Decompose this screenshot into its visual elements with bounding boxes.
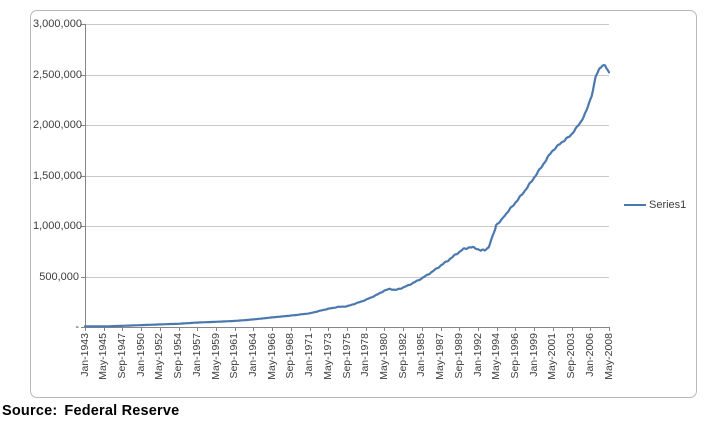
x-axis-tick-label: Sep-1961 [228,333,241,379]
x-axis-tick-label: Jan-1971 [303,333,316,377]
x-axis-tick [290,327,292,331]
x-axis-tick [571,327,573,331]
x-axis-tick-label: Jan-2006 [583,333,596,377]
x-axis-tick [197,327,199,331]
x-axis-tick-label: Jan-1943 [78,333,91,377]
x-axis-tick [272,327,274,331]
y-axis-tick [81,226,85,227]
y-axis-tick [81,327,85,328]
x-axis-tick-label: Sep-1975 [340,333,353,379]
x-axis-tick [216,327,217,331]
x-axis-tick-label: Sep-1982 [396,333,409,379]
x-axis-tick-label: May-1987 [434,333,447,380]
x-axis-tick [309,327,311,331]
y-axis-tick-label: 2,500,000 [33,68,82,81]
x-axis-tick-label: Sep-1968 [284,333,297,379]
y-gridline [85,74,609,76]
x-axis-tick [440,327,442,331]
x-axis-tick-label: May-1952 [153,333,166,380]
y-axis-tick-label: 500,000 [39,270,79,283]
y-axis-tick-label: 3,000,000 [33,18,82,30]
x-axis-tick-label: Sep-2003 [565,333,578,379]
legend-series-label: Series1 [649,199,687,211]
x-axis-tick-label: May-1994 [490,333,503,380]
y-axis-tick [81,74,85,76]
x-axis-tick [253,327,255,331]
x-axis-tick [178,327,180,331]
x-axis-tick [552,327,554,331]
y-gridline [85,24,609,25]
x-axis-tick-label: May-2001 [546,333,559,380]
series1-line[interactable] [83,63,611,328]
x-axis-tick-label: May-1973 [321,333,334,380]
legend-line-swatch [624,204,646,206]
x-axis-tick-label: Sep-1996 [508,333,521,379]
x-axis-tick [478,327,479,331]
x-axis-tick [234,327,236,331]
x-axis-tick [496,327,498,331]
y-axis-tick-label: - [75,321,79,333]
x-axis-tick [515,327,517,331]
y-gridline [85,226,609,227]
x-axis-tick [85,327,86,331]
x-axis-tick [609,327,610,331]
y-axis-tick-label: 1,000,000 [33,220,82,232]
x-axis-tick-label: Sep-1989 [452,333,465,379]
x-axis-tick [421,327,423,331]
x-axis-tick-label: May-1945 [97,333,110,380]
y-gridline [85,125,609,126]
x-axis-tick [403,327,405,331]
x-axis-tick [141,327,143,331]
x-axis-tick-label: Sep-1954 [172,333,185,379]
x-axis-tick [347,327,348,331]
y-axis-line [85,24,86,331]
y-axis-tick-label: 2,000,000 [33,119,82,131]
y-gridline [85,175,609,177]
x-axis-tick-label: Jan-1999 [527,333,540,377]
x-axis-tick-label: Jan-1957 [190,333,203,377]
x-axis-tick [534,327,536,331]
x-axis-tick-label: May-2008 [602,333,615,380]
x-axis-tick-label: Jan-1964 [246,333,259,377]
x-axis-tick [122,327,124,331]
x-axis-tick [365,327,367,331]
y-axis-tick [81,175,85,177]
x-axis-tick [159,327,161,331]
x-axis-tick-label: May-1959 [209,333,222,380]
x-axis-tick-label: Jan-1992 [471,333,484,377]
y-axis-tick-label: 1,500,000 [33,169,82,182]
x-axis-tick [328,327,330,331]
x-axis-tick-label: Jan-1978 [359,333,372,377]
x-axis-tick [384,327,386,331]
y-axis-tick [81,125,85,126]
chart-frame[interactable]: 3,000,000 2,500,000 2,000,000 1,500,000 1,00… [30,10,697,398]
x-axis-tick-label: Jan-1985 [415,333,428,377]
x-axis-tick [459,327,461,331]
x-axis-tick-label: Sep-1947 [115,333,128,379]
x-axis-tick-label: May-1966 [265,333,278,380]
x-axis-tick-label: May-1980 [377,333,390,380]
plot-area[interactable] [83,24,611,328]
y-axis-tick [81,24,85,25]
source-label: Source: [2,403,58,419]
y-axis-tick [81,276,85,278]
x-axis-tick-label: Jan-1950 [134,333,147,377]
x-axis-tick [103,327,105,331]
source-agency: Federal Reserve [64,403,180,419]
source-note: Source: Federal Reserve [2,403,179,419]
y-gridline [85,276,609,278]
x-axis-tick [590,327,592,331]
legend[interactable]: Series1 [624,199,686,211]
